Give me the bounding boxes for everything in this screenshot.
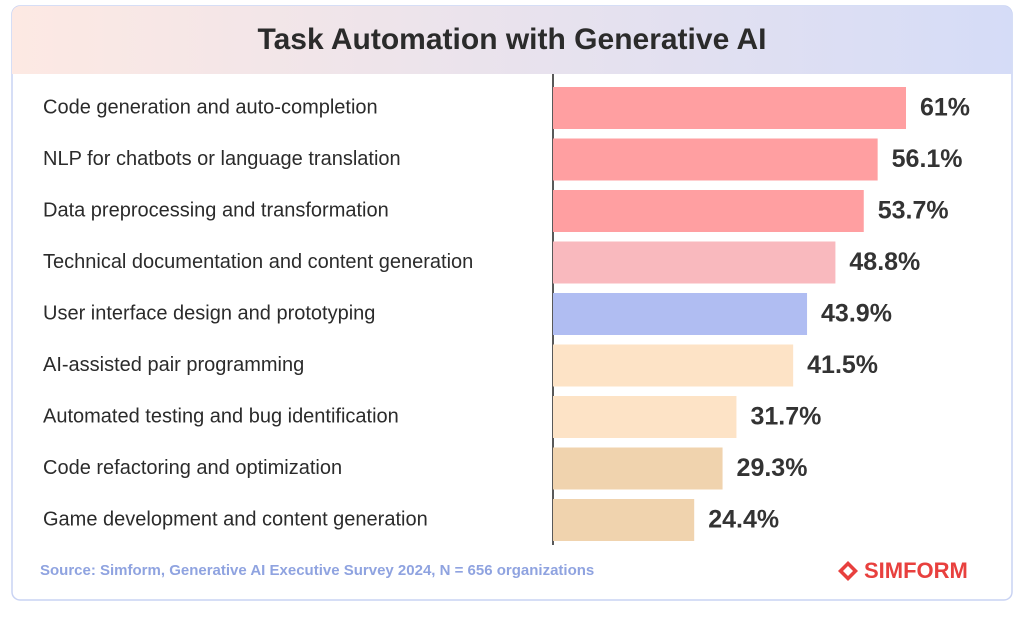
category-label: User interface design and prototyping [43,302,375,324]
category-label: Code refactoring and optimization [43,457,342,479]
bar [553,293,808,335]
bar [553,138,878,181]
bar [553,499,695,541]
category-label: Technical documentation and content gene… [43,251,473,273]
header-band [12,6,1012,74]
value-label: 61% [920,94,970,122]
bar [553,190,864,232]
value-label: 48.8% [849,248,920,276]
value-label: 43.9% [821,300,892,328]
value-label: 24.4% [708,506,779,534]
category-label: Automated testing and bug identification [43,405,399,427]
value-label: 53.7% [878,197,949,225]
bar [553,344,794,387]
chart-title: Task Automation with Generative AI [258,23,767,56]
category-label: Code generation and auto-completion [43,96,378,118]
category-label: Data preprocessing and transformation [43,199,389,221]
value-label: 29.3% [737,454,808,482]
value-label: 31.7% [750,403,821,431]
source-note: Source: Simform, Generative AI Executive… [40,562,594,579]
value-label: 56.1% [892,145,963,173]
bar [553,396,737,438]
category-label: Game development and content generation [43,508,428,530]
bar [553,447,723,490]
value-label: 41.5% [807,351,878,379]
logo: SIMFORM [864,558,968,583]
category-label: AI-assisted pair programming [43,354,304,376]
logo-icon [838,561,858,581]
bar [553,241,836,284]
category-label: NLP for chatbots or language translation [43,148,401,170]
bar [553,87,906,129]
